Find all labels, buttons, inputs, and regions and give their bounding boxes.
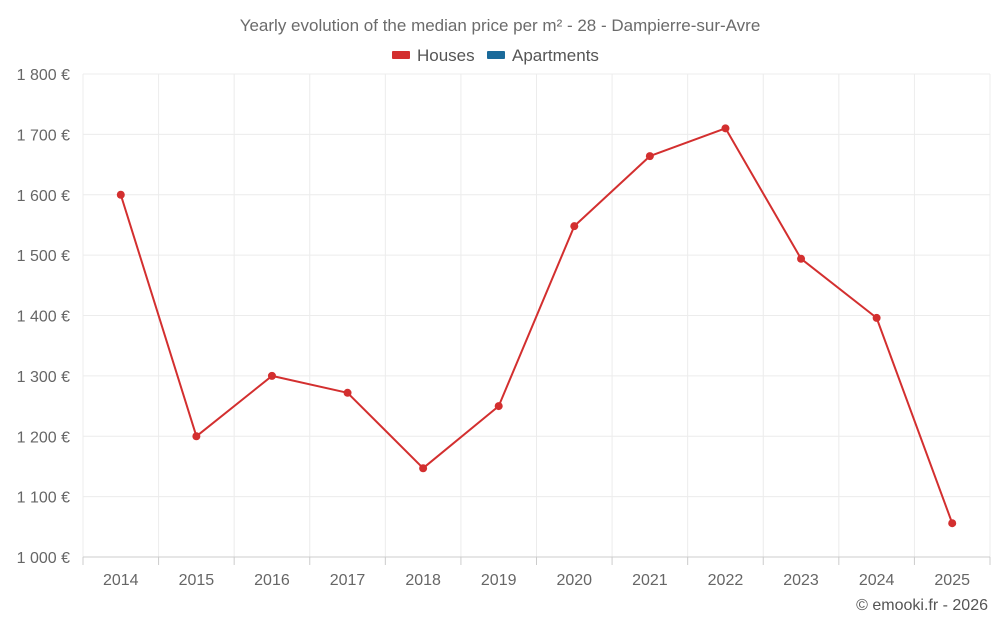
data-point[interactable] — [872, 313, 881, 322]
data-point[interactable] — [494, 402, 503, 411]
data-point[interactable] — [948, 519, 957, 528]
x-tick-label: 2020 — [556, 572, 592, 589]
data-point[interactable] — [343, 388, 352, 397]
data-point[interactable] — [570, 222, 579, 231]
x-tick-label: 2022 — [708, 572, 744, 589]
data-point[interactable] — [419, 464, 428, 473]
series-line-houses — [119, 127, 954, 524]
x-tick-label: 2015 — [179, 572, 215, 589]
x-axis: 2014 2015 2016 2017 2018 2019 2020 2021 2022 2023… — [82, 556, 991, 589]
y-tick-label: 1 000 € — [17, 550, 70, 567]
y-tick-label: 1 700 € — [17, 127, 70, 144]
y-tick-label: 1 500 € — [17, 248, 70, 265]
grid — [82, 73, 991, 558]
data-point[interactable] — [797, 254, 806, 263]
legend: Houses Apartments — [392, 46, 599, 65]
data-point[interactable] — [645, 152, 654, 161]
x-tick-label: 2021 — [632, 572, 668, 589]
y-tick-label: 1 200 € — [17, 429, 70, 446]
x-tick-label: 2017 — [330, 572, 366, 589]
y-tick-label: 1 300 € — [17, 369, 70, 386]
y-axis: 1 000 € 1 100 € 1 200 € 1 300 € 1 400 € 1 500… — [17, 67, 70, 567]
x-tick-label: 2024 — [859, 572, 895, 589]
data-point[interactable] — [721, 124, 730, 133]
legend-swatch-apartments — [487, 51, 505, 59]
y-tick-label: 1 100 € — [17, 490, 70, 507]
chart-title: Yearly evolution of the median price per… — [240, 16, 761, 35]
x-tick-label: 2018 — [405, 572, 441, 589]
x-tick-label: 2025 — [934, 572, 970, 589]
legend-swatch-houses — [392, 51, 410, 59]
data-point[interactable] — [116, 190, 125, 199]
y-tick-label: 1 800 € — [17, 67, 70, 84]
legend-label-houses: Houses — [417, 46, 475, 65]
legend-label-apartments: Apartments — [512, 46, 599, 65]
x-tick-label: 2023 — [783, 572, 819, 589]
x-tick-label: 2019 — [481, 572, 517, 589]
y-tick-label: 1 400 € — [17, 309, 70, 326]
data-point[interactable] — [267, 371, 276, 380]
x-tick-label: 2014 — [103, 572, 139, 589]
plot-area — [116, 124, 957, 528]
credit-text: © emooki.fr - 2026 — [856, 597, 988, 614]
y-tick-label: 1 600 € — [17, 188, 70, 205]
data-point[interactable] — [192, 432, 201, 441]
x-tick-label: 2016 — [254, 572, 290, 589]
legend-item-houses[interactable]: Houses — [392, 46, 475, 65]
legend-item-apartments[interactable]: Apartments — [487, 46, 599, 65]
